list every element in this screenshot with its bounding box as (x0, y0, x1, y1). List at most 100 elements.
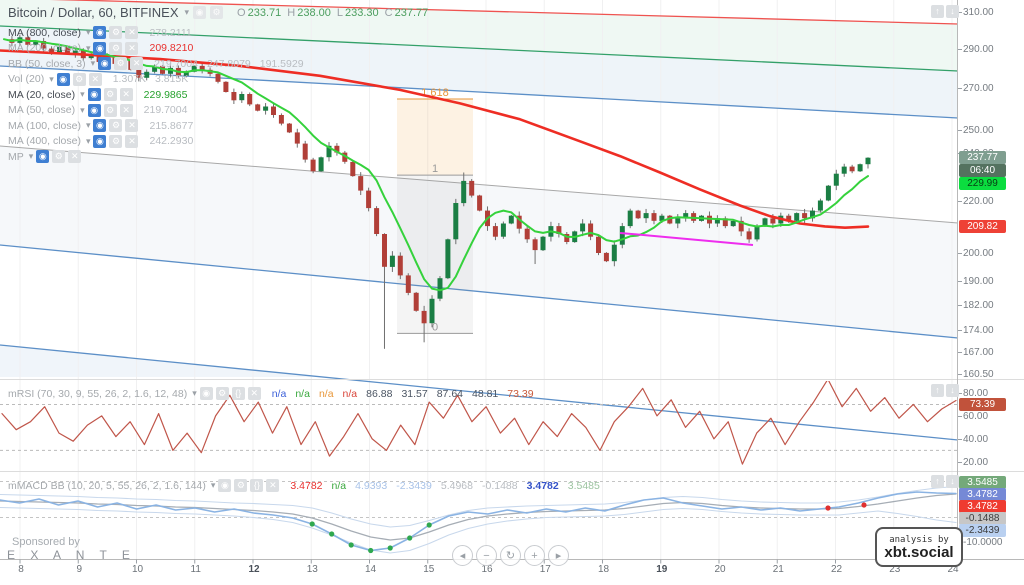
chevron-down-icon[interactable]: ▾ (49, 73, 54, 84)
arrow-up-icon[interactable]: ↑ (931, 475, 944, 488)
gear-icon[interactable]: ⚙ (215, 387, 229, 400)
chevron-down-icon[interactable]: ▾ (85, 135, 91, 146)
eye-icon[interactable]: ◉ (87, 103, 101, 117)
candle-body (508, 215, 514, 224)
chevron-down-icon[interactable]: ▾ (184, 7, 190, 17)
chevron-down-icon[interactable]: ▾ (210, 480, 216, 490)
candle-body (516, 215, 522, 229)
candle-body (619, 226, 625, 245)
macd-header-value-5: -0.1488 (482, 479, 518, 492)
scroll-left-button[interactable]: ◂ (452, 545, 473, 566)
symbol-header: Bitcoin / Dollar, 60, BITFINEX ▾ ◉ ⚙ O 23… (8, 5, 428, 20)
candle-body (389, 255, 395, 267)
macd-sell-dot (825, 505, 831, 511)
eye-icon[interactable]: ◉ (98, 57, 112, 70)
gear-icon[interactable]: ⚙ (114, 57, 128, 70)
legend-row-2-label[interactable]: BB (50, close, 3) (8, 57, 86, 70)
scroll-right-button[interactable]: ▸ (548, 545, 569, 566)
chevron-down-icon[interactable]: ▾ (85, 27, 91, 37)
gear-icon[interactable]: ⚙ (109, 119, 123, 132)
eye-icon[interactable]: ◉ (93, 134, 107, 148)
axis-tick (958, 304, 962, 306)
legend-row-1: MA (200, close) ▾ ◉ ⚙ ✕ 209.8210 (8, 41, 193, 55)
candle-body (802, 213, 808, 219)
chevron-down-icon[interactable]: ▾ (28, 151, 34, 161)
close-icon[interactable]: ✕ (125, 134, 139, 148)
candle-body (57, 46, 62, 53)
legend-row-7-value-0: 242.2930 (149, 135, 194, 147)
candle-body (318, 157, 324, 172)
close-icon[interactable]: ✕ (247, 387, 261, 400)
eye-icon[interactable]: ◉ (199, 387, 213, 400)
close-icon[interactable]: ✕ (88, 72, 102, 86)
gear-icon[interactable]: ⚙ (103, 103, 117, 117)
legend-row-8-label[interactable]: MP (8, 150, 24, 163)
legend-row-6: MA (100, close) ▾ ◉ ⚙ ✕ 215.8677 (8, 119, 193, 132)
close-icon[interactable]: ✕ (68, 150, 82, 163)
candle-body (152, 65, 158, 72)
fib-level-label: 0 (432, 321, 438, 333)
eye-icon[interactable]: ◉ (56, 72, 70, 86)
legend-row-0-label[interactable]: MA (800, close) (8, 26, 81, 39)
eye-icon[interactable]: ◉ (93, 119, 107, 132)
chevron-down-icon[interactable]: ▾ (85, 42, 91, 53)
eye-icon[interactable]: ◉ (193, 6, 207, 19)
arrow-up-icon[interactable]: ↑ (931, 5, 944, 18)
candle-body (651, 213, 657, 221)
macd-axis-label: -10.0000 (963, 537, 1003, 548)
rsi-header-label[interactable]: mRSI (70, 30, 9, 55, 26, 2, 1.6, 12, 48) (8, 387, 188, 400)
macd-header-label[interactable]: mMACD BB (10, 20, 5, 55, 26, 2, 1.6, 144… (8, 479, 206, 492)
legend-row-7-label[interactable]: MA (400, close) (8, 135, 81, 147)
eye-icon[interactable]: ◉ (218, 479, 232, 492)
eye-icon[interactable]: ◉ (87, 88, 101, 101)
gear-icon[interactable]: ⚙ (109, 134, 123, 148)
candle-body (683, 213, 689, 219)
arrow-down-icon[interactable]: ↓ (946, 384, 959, 397)
candle-body (144, 71, 150, 78)
gear-icon[interactable]: ⚙ (109, 26, 123, 39)
braces-icon[interactable]: {} (231, 387, 245, 400)
chevron-down-icon[interactable]: ▾ (192, 388, 197, 398)
close-icon[interactable]: ✕ (119, 103, 133, 117)
gear-icon[interactable]: ⚙ (52, 150, 66, 163)
close-icon[interactable]: ✕ (119, 88, 133, 101)
close-icon[interactable]: ✕ (125, 119, 139, 132)
legend-row-6-label[interactable]: MA (100, close) (8, 119, 81, 132)
arrow-down-icon[interactable]: ↓ (946, 5, 959, 18)
gear-icon[interactable]: ⚙ (103, 88, 117, 101)
legend-row-5-label[interactable]: MA (50, close) (8, 104, 76, 116)
chevron-down-icon[interactable]: ▾ (80, 104, 85, 115)
rsi-pane-arrows: ↑ ↓ (931, 384, 959, 397)
symbol-title[interactable]: Bitcoin / Dollar, 60, BITFINEX (8, 5, 179, 20)
axis-tick (958, 438, 962, 440)
gear-icon[interactable]: ⚙ (210, 6, 224, 19)
reset-view-button[interactable]: ↻ (500, 545, 521, 566)
legend-row-4-label[interactable]: MA (20, close) (8, 88, 76, 101)
zoom-in-button[interactable]: + (524, 545, 545, 566)
price-axis-label: 160.50 (963, 368, 994, 380)
close-icon[interactable]: ✕ (266, 479, 280, 492)
eye-icon[interactable]: ◉ (93, 26, 107, 39)
eye-icon[interactable]: ◉ (36, 150, 50, 163)
arrow-up-icon[interactable]: ↑ (931, 384, 944, 397)
time-axis-label: 13 (306, 564, 318, 575)
close-icon[interactable]: ✕ (130, 57, 144, 70)
gear-icon[interactable]: ⚙ (234, 479, 248, 492)
gear-icon[interactable]: ⚙ (72, 72, 86, 86)
close-icon[interactable]: ✕ (125, 26, 139, 39)
candle-body (477, 195, 483, 211)
chevron-down-icon[interactable]: ▾ (80, 89, 85, 99)
arrow-down-icon[interactable]: ↓ (946, 475, 959, 488)
eye-icon[interactable]: ◉ (93, 41, 107, 55)
zoom-out-button[interactable]: − (476, 545, 497, 566)
braces-icon[interactable]: {} (250, 479, 264, 492)
legend-row-1-label[interactable]: MA (200, close) (8, 42, 81, 54)
legend-row-3-label[interactable]: Vol (20) (8, 73, 45, 85)
gear-icon[interactable]: ⚙ (109, 41, 123, 55)
chevron-down-icon[interactable]: ▾ (90, 58, 96, 68)
chevron-down-icon[interactable]: ▾ (85, 120, 91, 130)
rsi-header-value-6: 87.64 (436, 387, 463, 400)
close-icon[interactable]: ✕ (125, 41, 139, 55)
axis-tick (958, 352, 962, 354)
